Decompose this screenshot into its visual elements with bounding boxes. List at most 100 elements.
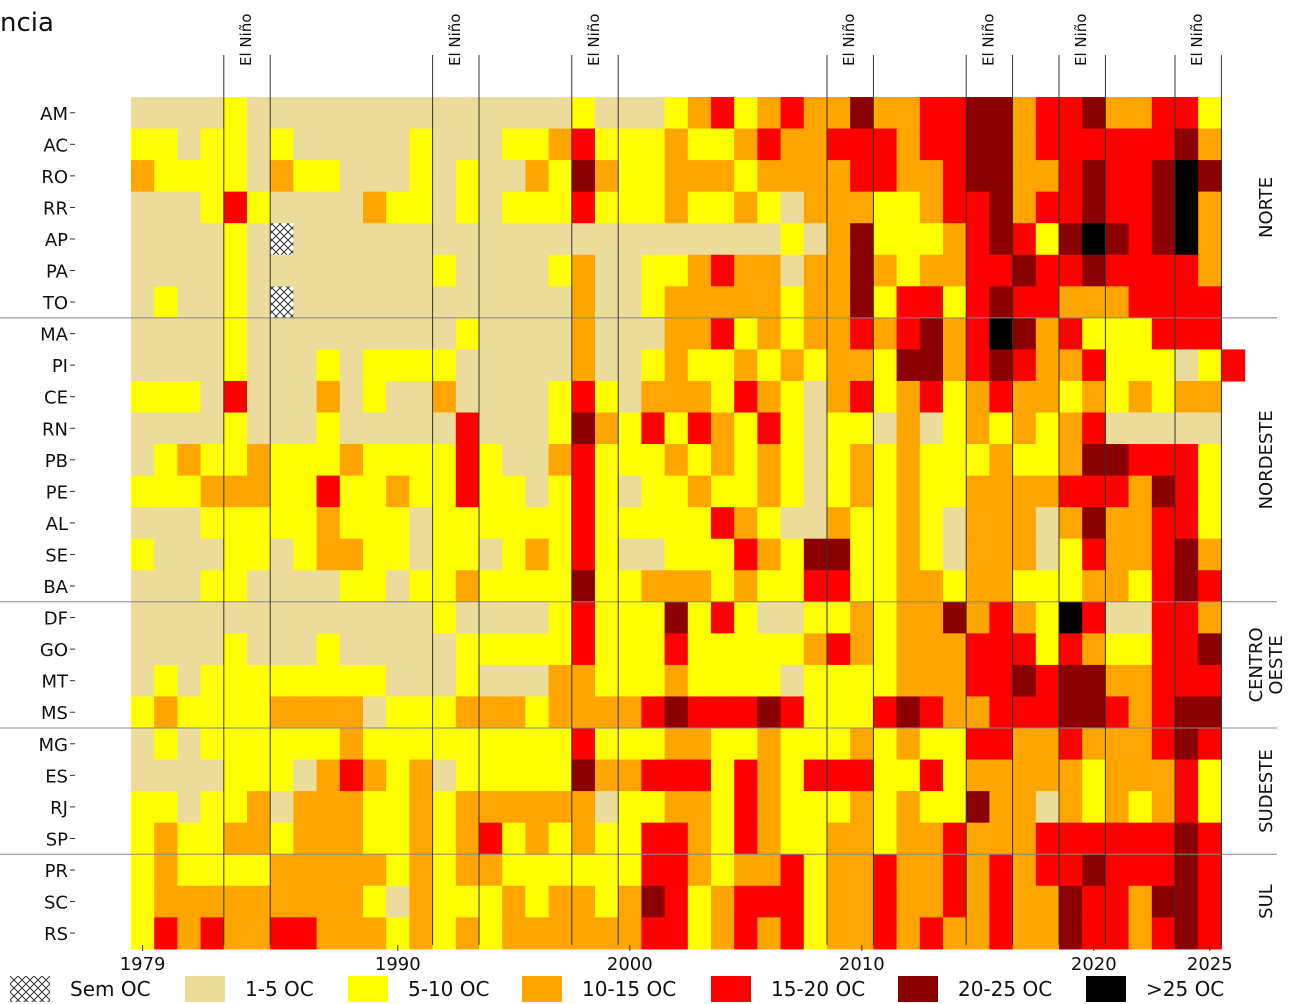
heatmap-cell	[525, 413, 549, 445]
heatmap-cell	[781, 129, 805, 161]
heatmap-cell	[897, 160, 921, 192]
heatmap-cell	[734, 476, 758, 508]
heatmap-cell	[293, 444, 317, 476]
heatmap-cell	[131, 728, 155, 760]
heatmap-cell	[943, 570, 967, 602]
heatmap-cell	[1036, 665, 1060, 697]
heatmap-cell	[1198, 791, 1222, 823]
heatmap-cell	[154, 318, 178, 350]
heatmap-cell	[734, 444, 758, 476]
heatmap-cell	[549, 728, 573, 760]
heatmap-cell	[1175, 413, 1199, 445]
heatmap-cell	[1036, 602, 1060, 634]
heatmap-cell	[665, 791, 689, 823]
heatmap-cell	[525, 349, 549, 381]
heatmap-cell	[1129, 791, 1153, 823]
heatmap-cell	[1198, 507, 1222, 539]
heatmap-cell	[966, 791, 990, 823]
heatmap-cell	[1059, 633, 1083, 665]
heatmap-cell	[1198, 192, 1222, 224]
heatmap-cell	[873, 223, 897, 255]
heatmap-cell	[1059, 917, 1083, 949]
heatmap-cell	[177, 97, 201, 129]
heatmap-cell	[549, 160, 573, 192]
heatmap-cell	[1036, 886, 1060, 918]
heatmap-cell	[641, 760, 665, 792]
heatmap-cell	[688, 413, 712, 445]
heatmap-cell	[177, 665, 201, 697]
heatmap-cell	[1198, 696, 1222, 728]
heatmap-cell	[479, 696, 503, 728]
heatmap-cell	[804, 413, 828, 445]
heatmap-cell	[386, 728, 410, 760]
state-label: ES	[45, 766, 68, 787]
heatmap-cell	[966, 507, 990, 539]
heatmap-cell	[479, 539, 503, 571]
heatmap-cell	[943, 696, 967, 728]
heatmap-cell	[804, 223, 828, 255]
heatmap-cell	[177, 476, 201, 508]
el-nino-label: El Niño	[1072, 14, 1090, 67]
heatmap-cell	[966, 823, 990, 855]
heatmap-cell	[920, 223, 944, 255]
heatmap-cell	[456, 728, 480, 760]
heatmap-cell	[293, 129, 317, 161]
heatmap-cell	[804, 633, 828, 665]
region-label: NORDESTE	[1256, 410, 1277, 509]
heatmap-cell	[247, 633, 271, 665]
heatmap-cell	[293, 696, 317, 728]
heatmap-cell	[270, 570, 294, 602]
heatmap-cell	[1036, 570, 1060, 602]
heatmap-cell	[920, 760, 944, 792]
heatmap-cell	[595, 539, 619, 571]
heatmap-cell	[340, 760, 364, 792]
heatmap-cell	[989, 223, 1013, 255]
heatmap-cell	[1175, 476, 1199, 508]
heatmap-cell	[201, 97, 225, 129]
heatmap-cell	[386, 696, 410, 728]
heatmap-cell	[618, 633, 642, 665]
heatmap-cell	[734, 129, 758, 161]
heatmap-cell	[827, 97, 851, 129]
heatmap-cell	[340, 318, 364, 350]
heatmap-cell	[1198, 476, 1222, 508]
heatmap-cell	[201, 760, 225, 792]
heatmap-cell	[1059, 349, 1083, 381]
heatmap-cell	[270, 413, 294, 445]
heatmap-cell	[572, 160, 596, 192]
heatmap-cell	[456, 349, 480, 381]
heatmap-cell	[433, 444, 457, 476]
heatmap-cell	[177, 255, 201, 287]
heatmap-cell	[177, 286, 201, 318]
heatmap-cell	[804, 696, 828, 728]
legend-swatch	[348, 976, 388, 1002]
heatmap-cell	[873, 633, 897, 665]
heatmap-cell	[177, 917, 201, 949]
heatmap-cell	[827, 728, 851, 760]
heatmap-cell	[340, 507, 364, 539]
heatmap-cell	[711, 160, 735, 192]
heatmap-cell	[154, 633, 178, 665]
heatmap-cell	[317, 886, 341, 918]
el-nino-label: El Niño	[1188, 14, 1206, 67]
heatmap-cell	[340, 823, 364, 855]
heatmap-cell	[154, 349, 178, 381]
state-label: RJ	[50, 798, 68, 819]
heatmap-cell	[201, 255, 225, 287]
heatmap-cell	[525, 665, 549, 697]
heatmap-cell	[757, 633, 781, 665]
state-label: CE	[44, 388, 68, 409]
heatmap-cell	[757, 570, 781, 602]
heatmap-cell	[1129, 602, 1153, 634]
heatmap-cell	[201, 192, 225, 224]
heatmap-cell	[688, 476, 712, 508]
heatmap-cell	[433, 160, 457, 192]
heatmap-cell	[502, 97, 526, 129]
heatmap-cell	[688, 633, 712, 665]
heatmap-cell	[247, 192, 271, 224]
heatmap-cell	[177, 760, 201, 792]
legend-swatch-hatch	[10, 976, 50, 1002]
heatmap-cell	[154, 97, 178, 129]
heatmap-cell	[711, 507, 735, 539]
heatmap-cell	[1198, 728, 1222, 760]
